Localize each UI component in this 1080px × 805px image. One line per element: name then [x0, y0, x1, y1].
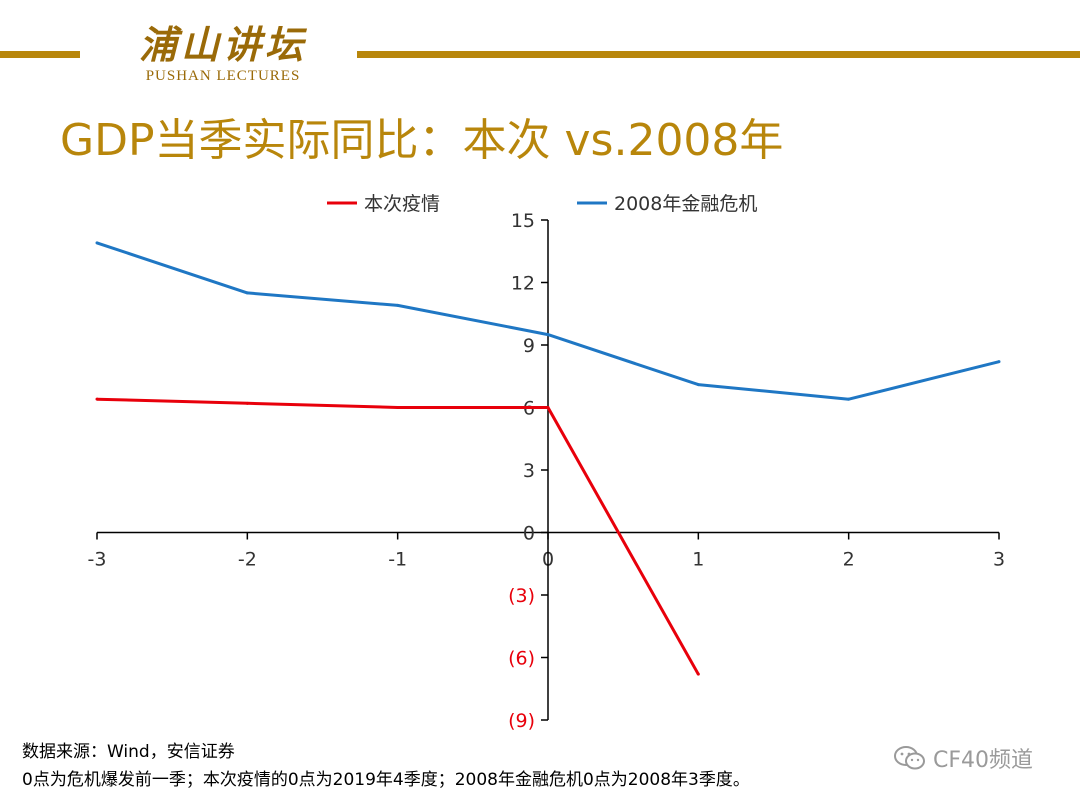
series-point — [696, 672, 700, 676]
legend-label: 2008年金融危机 — [614, 193, 757, 215]
chart-series — [95, 241, 1001, 676]
series-point — [546, 333, 550, 337]
y-tick-label: (9) — [508, 710, 535, 732]
series-point — [396, 406, 400, 409]
legend-label: 本次疫情 — [364, 193, 440, 215]
header-bar-right — [357, 51, 1080, 58]
y-tick-label: 9 — [523, 335, 535, 357]
series-point — [546, 406, 550, 409]
x-tick-label: 1 — [692, 549, 704, 571]
x-tick-label: -1 — [388, 549, 407, 571]
series-point — [997, 360, 1001, 364]
watermark-text: CF40频道 — [933, 748, 1034, 773]
chart-legend: 本次疫情 2008年金融危机 — [327, 193, 757, 215]
y-tick-label: 0 — [523, 523, 535, 545]
logo-chinese: 浦山讲坛 — [138, 22, 307, 67]
series-point — [95, 241, 99, 245]
series-point — [696, 383, 700, 387]
y-tick-label: 15 — [511, 210, 535, 232]
y-tick-label: 3 — [523, 460, 535, 482]
gdp-line-chart: 本次疫情 2008年金融危机 -3 -2 -1 0 1 2 315129630(3)(6)(9… — [88, 193, 1006, 732]
data-source: 数据来源：Wind，安信证券 — [22, 742, 235, 762]
x-tick-label: -3 — [88, 549, 107, 571]
x-tick-label: 3 — [993, 549, 1005, 571]
header-bar-left — [0, 51, 80, 58]
logo-english: PUSHAN LECTURES — [145, 68, 301, 84]
x-tick-label: 2 — [843, 549, 855, 571]
slide-title: GDP当季实际同比：本次 vs.2008年 — [60, 115, 784, 166]
y-tick-label: 12 — [511, 273, 535, 295]
watermark: CF40频道 — [893, 742, 1033, 774]
y-tick-label: (3) — [508, 585, 535, 607]
chart-note: 0点为危机爆发前一季；本次疫情的0点为2019年4季度；2008年金融危机0点为… — [22, 770, 750, 790]
series-point — [245, 401, 249, 405]
y-tick-label: (6) — [508, 648, 535, 670]
series-point — [396, 303, 400, 307]
series-point — [847, 397, 851, 401]
x-tick-label: -2 — [238, 549, 257, 571]
series-point — [95, 397, 99, 401]
wechat-icon — [894, 746, 925, 770]
series-point — [245, 291, 249, 295]
